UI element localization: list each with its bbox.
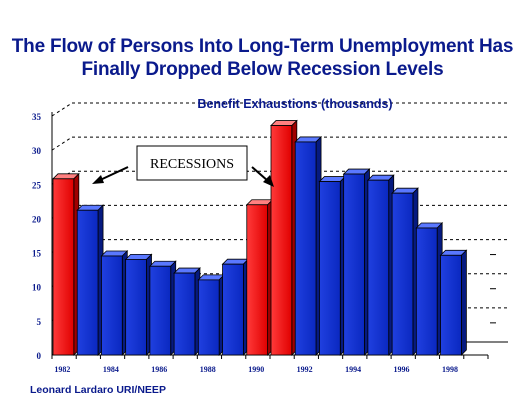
bars xyxy=(52,119,468,356)
x-tick-label: 1994 xyxy=(345,365,361,374)
bar-front xyxy=(52,178,75,356)
bar-1995 xyxy=(366,174,395,356)
bar-front xyxy=(391,192,414,356)
arrow-left-icon xyxy=(92,166,129,184)
bar-front xyxy=(222,263,244,356)
chart-title-line-2: Finally Dropped Below Recession Levels xyxy=(81,59,444,80)
bar-front xyxy=(415,227,438,356)
y-tick-label: 10 xyxy=(32,283,42,293)
x-tick-label: 1984 xyxy=(103,365,119,374)
bar-1988 xyxy=(197,273,226,356)
y-tick-label: 20 xyxy=(32,214,42,224)
bar-front xyxy=(125,258,147,356)
bar-1990 xyxy=(245,198,274,356)
y-tick-label: 30 xyxy=(32,146,42,156)
bar-1992 xyxy=(294,135,323,356)
y-tick-label: 5 xyxy=(37,317,42,327)
y-tick-label: 15 xyxy=(32,249,42,259)
x-tick-label: 1988 xyxy=(200,365,216,374)
bar-1984 xyxy=(100,250,129,356)
bar-front xyxy=(76,209,99,356)
bar-1996 xyxy=(391,187,419,356)
bar-1998 xyxy=(439,249,468,356)
axis-labels: 0 5 10 15 20 25 30 35 1982 1984 1986 1988 1990 1992 19… xyxy=(32,112,458,374)
x-tick-label: 1992 xyxy=(297,365,313,374)
gridline-wall xyxy=(51,136,73,151)
bar-1989 xyxy=(221,258,250,356)
bar-front xyxy=(367,179,390,356)
gridline-wall xyxy=(51,102,73,117)
bar-front xyxy=(246,204,269,356)
bar-1991 xyxy=(270,119,298,356)
annotation-label: RECESSIONS xyxy=(150,157,234,172)
bar-front xyxy=(197,279,220,356)
footer-credit: Leonard Lardaro URI/NEEP xyxy=(30,384,166,396)
x-tick-label: 1996 xyxy=(394,365,410,374)
arrow-right-icon xyxy=(251,166,274,187)
bar-1985 xyxy=(124,253,153,356)
recessions-annotation: RECESSIONS xyxy=(92,145,274,187)
x-tick-label: 1998 xyxy=(442,365,458,374)
bar-1997 xyxy=(415,222,444,356)
bar-side xyxy=(460,249,467,356)
bar-front xyxy=(173,272,196,356)
bar-front xyxy=(440,254,462,356)
bar-front xyxy=(149,265,172,356)
chart-title-line-1: The Flow of Persons Into Long-Term Unemp… xyxy=(11,36,514,57)
bar-front xyxy=(294,141,317,356)
y-tick-label: 35 xyxy=(32,112,42,122)
bar-1987 xyxy=(173,267,201,356)
bar-1982 xyxy=(52,172,80,356)
y-tick-label: 0 xyxy=(37,351,42,361)
y-tick-label: 25 xyxy=(32,180,42,190)
bar-1994 xyxy=(342,168,371,356)
bar-front xyxy=(101,255,123,356)
x-tick-label: 1990 xyxy=(248,365,264,374)
chart-subtitle: Benefit Exhaustions (thousands) xyxy=(197,97,392,111)
bar-front xyxy=(319,181,341,356)
bar-front xyxy=(270,125,293,356)
bar-front xyxy=(343,173,365,356)
annotation-box xyxy=(136,145,248,181)
x-tick-label: 1986 xyxy=(151,365,167,374)
bar-1993 xyxy=(318,175,347,356)
bar-1983 xyxy=(76,204,105,356)
bar-1986 xyxy=(148,260,177,356)
x-tick-label: 1982 xyxy=(54,365,70,374)
